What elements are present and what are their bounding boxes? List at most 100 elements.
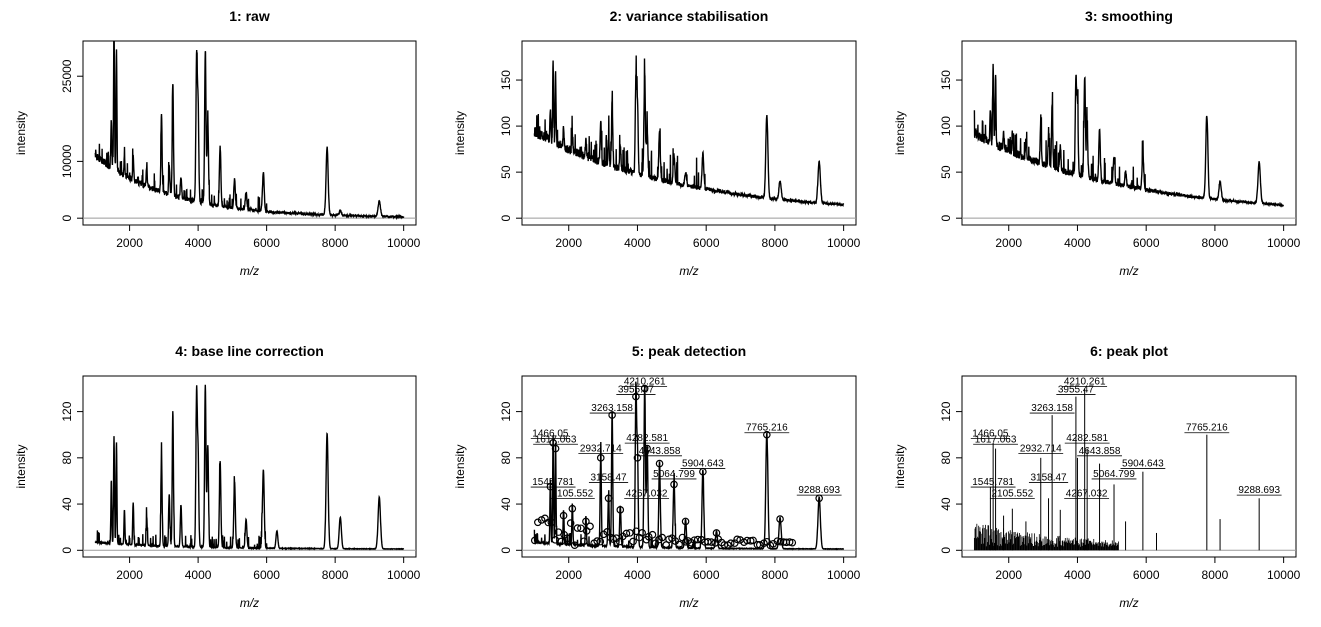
peak-marker xyxy=(704,537,712,546)
peak-label: 3955.47 xyxy=(618,385,655,396)
peak-label: 5904.643 xyxy=(682,459,724,470)
chart-title: 3: smoothing xyxy=(1085,8,1173,24)
peak-marker xyxy=(596,537,605,546)
peak-label: 1466.05 xyxy=(972,428,1009,439)
peak-marker xyxy=(563,534,571,543)
x-tick-label: 6000 xyxy=(253,236,280,250)
peak-label: 1617.063 xyxy=(975,434,1017,445)
panel-6: 6: peak plot 2000 4000 6000 8000 10000 0 40 80 12… xyxy=(893,343,1301,610)
x-tick-label: 8000 xyxy=(762,568,789,582)
x-tick-label: 4000 xyxy=(185,236,212,250)
spectrum xyxy=(530,381,844,551)
y-tick-label: 50 xyxy=(499,165,513,179)
peak-marker xyxy=(580,537,588,546)
y-tick-label: 150 xyxy=(499,70,513,90)
peak-marker xyxy=(629,537,637,546)
x-tick-label: 10000 xyxy=(1267,236,1301,250)
peak-label: 4267.032 xyxy=(626,489,668,500)
spectrum-line xyxy=(973,63,1285,208)
peak-label: 4643.858 xyxy=(1079,446,1121,457)
peak-marker xyxy=(675,540,683,549)
peak-marker xyxy=(534,518,542,527)
peak-marker xyxy=(736,536,744,544)
x-tick-label: 2000 xyxy=(995,236,1022,250)
peak-marker xyxy=(604,494,613,503)
peak-marker xyxy=(670,480,678,489)
x-tick-label: 10000 xyxy=(827,236,861,250)
x-tick-label: 8000 xyxy=(322,236,349,250)
peak-label: 5064.799 xyxy=(1093,469,1135,480)
peak-marker xyxy=(609,535,617,543)
peak-marker xyxy=(582,517,590,526)
panel-1: 1: raw 2000 4000 6000 8000 10000 0 10000 25000 m/… xyxy=(14,8,421,278)
peak-marker xyxy=(603,528,612,536)
x-tick-label: 2000 xyxy=(555,236,582,250)
chart-title: 1: raw xyxy=(229,8,270,24)
peak-marker xyxy=(593,537,601,545)
peak-label: 1466.05 xyxy=(532,428,569,439)
y-tick-label: 80 xyxy=(60,451,74,465)
x-tick-label: 8000 xyxy=(1202,568,1229,582)
panel-3: 3: smoothing 2000 4000 6000 8000 10000 0 50 100 1… xyxy=(893,8,1301,278)
peak-label: 4210.261 xyxy=(1064,376,1106,387)
peak-marker xyxy=(707,538,716,546)
peak-label: 1545.781 xyxy=(972,477,1014,488)
x-axis-label: m/z xyxy=(1119,596,1138,610)
peak-marker xyxy=(622,529,631,538)
peak-marker xyxy=(530,536,539,545)
peak-marker xyxy=(658,533,666,542)
x-tick-label: 8000 xyxy=(762,236,789,250)
peak-marker xyxy=(596,454,605,462)
peak-marker xyxy=(648,530,657,539)
peak-label: 9288.693 xyxy=(1238,485,1280,496)
y-tick-label: 0 xyxy=(60,547,74,554)
peak-label: 2932.714 xyxy=(1020,444,1062,455)
peak-marker xyxy=(644,532,653,541)
peak-sticks xyxy=(973,388,1260,551)
peak-marker xyxy=(608,411,616,419)
x-tick-label: 6000 xyxy=(693,236,720,250)
x-tick-label: 10000 xyxy=(387,236,421,250)
y-axis-label: intensity xyxy=(893,444,907,488)
peak-marker xyxy=(551,444,560,453)
spectrum-line xyxy=(94,41,405,221)
chart-title: 5: peak detection xyxy=(632,343,746,359)
peak-label: 4267.032 xyxy=(1066,489,1108,500)
peak-label: 5904.643 xyxy=(1122,459,1164,470)
peak-label: 4643.858 xyxy=(639,446,681,457)
panel-2: 2: variance stabilisation 2000 4000 6000 800… xyxy=(453,8,861,278)
y-tick-label: 80 xyxy=(939,451,953,465)
y-tick-label: 10000 xyxy=(60,144,74,178)
peak-marker xyxy=(733,535,741,544)
peak-marker xyxy=(726,539,735,548)
plot-frame xyxy=(82,375,417,558)
peak-marker xyxy=(693,535,702,544)
peak-marker xyxy=(547,518,556,527)
y-tick-label: 40 xyxy=(499,497,513,511)
y-axis-label: intensity xyxy=(453,444,467,488)
spectrum-line xyxy=(94,384,405,551)
x-tick-label: 8000 xyxy=(1202,236,1229,250)
x-tick-label: 2000 xyxy=(555,568,582,582)
y-tick-label: 120 xyxy=(499,401,513,421)
x-axis-label: m/z xyxy=(240,596,259,610)
panel-5: 5: peak detection 2000 4000 6000 8000 10000 0 4… xyxy=(453,343,861,610)
peak-label: 3955.47 xyxy=(1058,385,1095,396)
y-tick-label: 40 xyxy=(60,497,74,511)
spectrum xyxy=(94,41,405,221)
peak-marker xyxy=(573,524,582,532)
x-tick-label: 4000 xyxy=(1064,236,1091,250)
peak-label: 1617.063 xyxy=(535,434,577,445)
peak-marker xyxy=(557,537,566,546)
y-tick-label: 0 xyxy=(60,215,74,222)
peak-label: 5064.799 xyxy=(653,469,695,480)
x-tick-label: 6000 xyxy=(1133,236,1160,250)
x-tick-label: 2000 xyxy=(995,568,1022,582)
spectrum xyxy=(973,63,1285,208)
x-axis-label: m/z xyxy=(679,264,698,278)
peak-marker xyxy=(749,536,757,545)
y-tick-label: 25000 xyxy=(60,59,74,93)
x-axis-label: m/z xyxy=(1119,264,1138,278)
peak-marker xyxy=(681,517,690,526)
